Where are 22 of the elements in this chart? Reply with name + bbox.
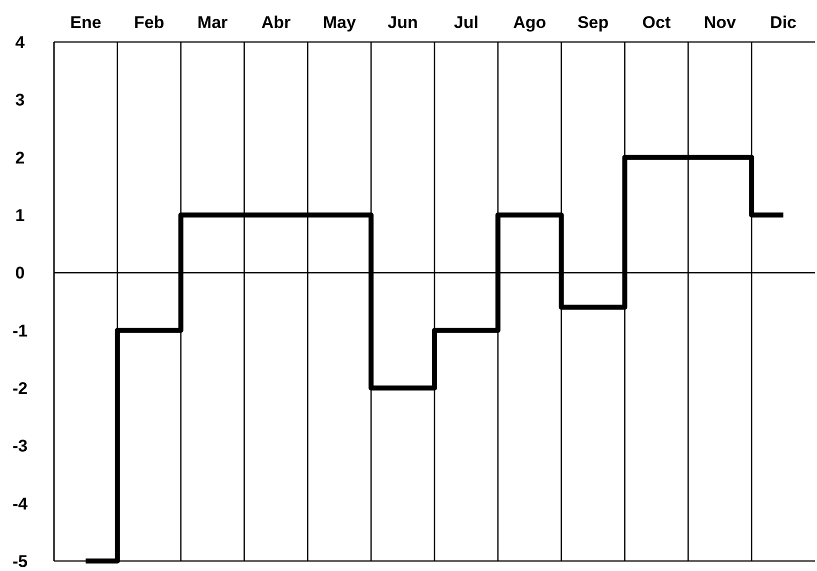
y-tick-label: 1	[15, 206, 25, 225]
y-tick-label: -5	[12, 552, 28, 571]
x-tick-label: Feb	[134, 13, 164, 32]
y-tick-label: -4	[12, 494, 28, 514]
x-tick-label: Oct	[642, 13, 671, 32]
x-tick-label: Ene	[70, 13, 102, 32]
y-tick-label: -1	[12, 321, 28, 340]
y-tick-label: 3	[15, 90, 25, 110]
x-tick-label: Dic	[770, 13, 797, 32]
y-tick-label: -2	[12, 378, 28, 398]
x-tick-label: Nov	[704, 13, 736, 32]
x-tick-label: Mar	[197, 13, 228, 32]
y-tick-label: 0	[15, 264, 25, 283]
y-tick-label: 4	[15, 32, 26, 52]
x-tick-label: Jul	[454, 13, 478, 32]
x-tick-label: Abr	[261, 13, 291, 32]
x-tick-label: Sep	[577, 13, 609, 32]
x-tick-label: Ago	[513, 13, 546, 32]
x-tick-label: Jun	[388, 13, 418, 32]
x-tick-label: May	[322, 13, 356, 32]
y-tick-label: 2	[15, 148, 25, 168]
y-tick-label: -3	[12, 436, 28, 456]
